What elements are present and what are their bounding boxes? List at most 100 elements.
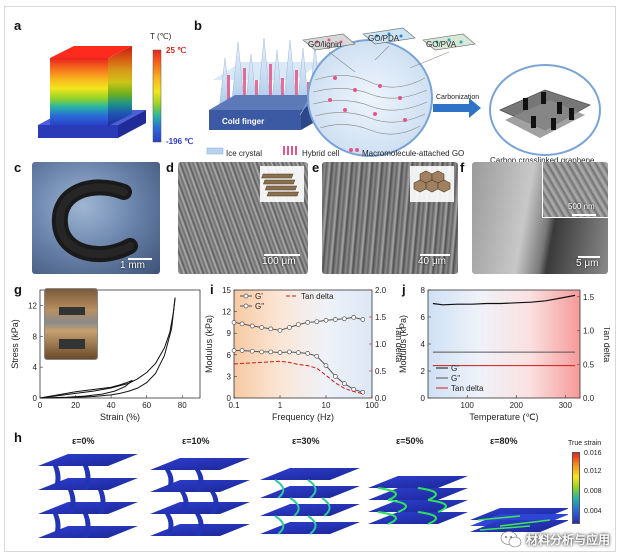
panel-h-fem-structures	[38, 454, 568, 538]
chart-g-inset-photo	[44, 288, 98, 360]
chart-i-ytick-label: 3	[227, 372, 232, 381]
chart-j-y2tick-label: 1.5	[583, 293, 595, 302]
chart-i-point-g-	[341, 316, 347, 322]
chart-i-point-g-	[323, 317, 329, 323]
chart-i-ytick-label: 0	[227, 394, 232, 403]
h-colorbar-tick-2: 0.008	[584, 488, 602, 495]
chart-i-xtick-label: 1	[278, 401, 283, 410]
chart-i-xtick-label: 10	[322, 401, 331, 410]
colorbar-top-temp: 25 ℃	[166, 46, 187, 55]
chart-g-line-series-0	[39, 297, 176, 399]
chart-j-y2tick-label: 1.0	[583, 327, 595, 336]
h-colorbar	[572, 452, 580, 524]
chart-i-point-g-	[277, 350, 283, 355]
chart-g-xtick-label: 60	[142, 401, 151, 410]
chart-g-ylabel: Stress (kPa)	[10, 319, 20, 369]
chart-g-ytick-label: 12	[28, 301, 37, 310]
label-go-lignin: GO/lignin	[308, 40, 342, 49]
chart-i-point-g-	[231, 320, 237, 325]
colorbar-bottom-temp: -196 ℃	[166, 137, 194, 146]
f-scale-bar	[578, 256, 600, 258]
panel-e-letter: e	[312, 160, 320, 175]
chart-i-point-g-	[259, 325, 265, 330]
chart-j-ytick-label: 0	[421, 394, 426, 403]
panel-g-letter: g	[14, 282, 22, 297]
chart-g-xtick-label: 20	[71, 401, 80, 410]
chart-g-ytick-label: 0	[33, 394, 38, 403]
panel-a-letter: a	[14, 18, 22, 33]
chart-g-stress-strain: 0 20 40 60 80 0 4 8 12 Strain (%) Stress (kPa)	[10, 289, 201, 422]
h-structure-0	[38, 454, 138, 538]
legend-macromolecule-go: Macromolecule-attached GO	[362, 149, 465, 158]
chart-i-y2label: Tan delta	[394, 326, 402, 363]
chart-j-xtick-label: 300	[559, 401, 573, 410]
panel-b-letter: b	[194, 18, 202, 33]
legend-ice-crystal: Ice crystal	[226, 149, 263, 158]
h-colorbar-title: True strain	[568, 440, 602, 447]
chart-i-y2tick-label: 0.0	[375, 394, 387, 403]
chart-j-ytick-label: 4	[421, 340, 426, 349]
chart-j-temperature-sweep: 100 200 300 0 2 4 6 8 0.0 0.5 1.0 1.5 Temperature (℃…	[398, 286, 610, 422]
chart-g-xtick-label: 40	[107, 401, 116, 410]
chart-j-ytick-label: 6	[421, 313, 426, 322]
chart-i-point-g-	[333, 374, 338, 379]
chart-j-xlabel: Temperature (℃)	[469, 412, 538, 422]
h-strain-label-80: ε=80%	[490, 436, 518, 446]
chart-j-line-g-	[432, 294, 576, 306]
chart-i-ytick-label: 6	[227, 351, 232, 360]
watermark-text: 材料分析与应用	[525, 532, 610, 547]
chart-i-point-g-	[360, 317, 366, 322]
h-colorbar-tick-3: 0.004	[584, 508, 602, 515]
chart-i-point-g-	[341, 381, 347, 386]
chart-i-point-g-	[287, 325, 292, 330]
d-scale-label: 100 μm	[262, 256, 296, 267]
chart-i-point-g-	[259, 349, 265, 355]
chart-g-xlabel: Strain (%)	[100, 412, 140, 422]
chart-i-legend-marker	[243, 303, 249, 309]
f-inset-image	[542, 162, 608, 218]
chart-i-legend-marker	[243, 293, 249, 299]
chart-g-line-series-2	[39, 379, 133, 399]
chart-i-point-g-	[351, 315, 357, 320]
chart-g-ytick-label: 8	[33, 332, 38, 341]
chart-j-y2label: Tan delta	[602, 326, 610, 363]
chart-i-point-g-	[323, 363, 329, 368]
f-scale-label: 5 μm	[576, 258, 599, 269]
e-inset-honeycomb-icon	[410, 166, 454, 202]
panel-c-photo: 1 mm	[32, 162, 160, 274]
chart-i-ylabel: Modulus (kPa)	[204, 315, 214, 373]
panel-b-schematic	[206, 27, 601, 157]
chart-g-line-series-3	[39, 379, 133, 399]
panel-f-sem-image: 500 nm 5 μm	[472, 162, 608, 274]
panel-h-letter: h	[14, 430, 22, 445]
panel-i-letter: i	[210, 282, 214, 297]
chart-i-xlabel: Frequency (Hz)	[272, 412, 334, 422]
chart-j-ytick-label: 8	[421, 286, 426, 295]
chart-j-ylabel: Modulus (kPa)	[398, 315, 408, 373]
chart-j-plot-background	[428, 290, 580, 398]
chart-i-y2tick-label: 0.5	[375, 367, 387, 376]
chart-i-line-tan-delta	[233, 360, 363, 395]
colorbar-title: T (℃)	[150, 32, 172, 41]
chart-i-point-g-	[239, 348, 245, 353]
inset-compressed-sample	[59, 307, 85, 315]
d-scale-bar	[264, 254, 300, 256]
chart-i-point-g-	[314, 353, 320, 359]
chart-i-plot-background	[234, 290, 372, 398]
chart-g-plot-frame	[39, 289, 201, 399]
f-inset-scale-label: 500 nm	[568, 202, 595, 211]
f-inset-scale-bar	[572, 214, 596, 216]
chart-i-ytick-label: 15	[222, 286, 231, 295]
label-go-pva: GO/PVA	[426, 40, 457, 49]
chart-g-ytick-label: 4	[33, 363, 38, 372]
label-carbon-graphene: Carbon crosslinked graphene	[490, 156, 595, 165]
chart-i-point-g-	[268, 326, 274, 332]
chart-g-line-series-1	[39, 297, 176, 399]
h-colorbar-tick-1: 0.012	[584, 468, 602, 475]
chart-j-y2tick-label: 0.5	[583, 360, 595, 369]
watermark: 材料分析与应用	[500, 530, 610, 548]
chart-i-ytick-label: 9	[227, 329, 232, 338]
chart-i-point-g-	[249, 348, 255, 354]
chart-i-legend-label: Tan delta	[301, 292, 334, 301]
chart-j-xtick-label: 100	[461, 401, 475, 410]
